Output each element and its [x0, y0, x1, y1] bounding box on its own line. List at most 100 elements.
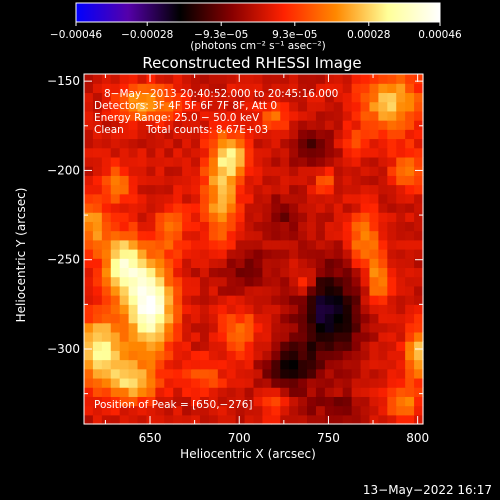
heatmap-cell [226, 350, 237, 361]
heatmap-cell [333, 83, 344, 94]
heatmap-cell [351, 92, 362, 103]
heatmap-cell [137, 74, 148, 84]
heatmap-cell [137, 175, 148, 186]
heatmap-cell [217, 396, 228, 407]
heatmap-cell [235, 138, 246, 149]
heatmap-cell [253, 184, 264, 195]
heatmap-cell [182, 322, 192, 333]
heatmap-cell [146, 230, 156, 241]
heatmap-cell [146, 83, 156, 94]
heatmap-cell [191, 156, 201, 167]
heatmap-cell [253, 156, 264, 167]
heatmap-cell [164, 101, 174, 112]
heatmap-cell [155, 166, 165, 176]
heatmap-cell [146, 258, 156, 269]
heatmap-cell [289, 166, 299, 176]
heatmap-cell [360, 202, 371, 213]
heatmap-cell [182, 368, 192, 379]
heatmap-cell [128, 74, 139, 84]
heatmap-cell [128, 359, 139, 370]
heatmap-cell [155, 396, 165, 407]
heatmap-cell [164, 129, 174, 140]
heatmap-cell [307, 92, 317, 103]
heatmap-cell [244, 341, 255, 351]
heatmap-cell [378, 322, 388, 333]
heatmap-cell [217, 175, 228, 186]
heatmap-cell [262, 341, 272, 351]
heatmap-cell [414, 359, 424, 370]
heatmap-cell [173, 138, 183, 149]
heatmap-cell [262, 74, 272, 84]
heatmap-cell [289, 184, 299, 195]
heatmap-cell [298, 276, 308, 287]
heatmap-cell [378, 249, 388, 259]
heatmap-cell [128, 322, 139, 333]
heatmap-cell [217, 193, 228, 204]
heatmap-cell [387, 304, 397, 315]
heatmap-cell [315, 147, 326, 158]
heatmap-cell [315, 101, 326, 112]
heatmap-cell [280, 202, 290, 213]
heatmap-cell [378, 156, 388, 167]
heatmap-cell [342, 295, 353, 305]
heatmap-cell [271, 396, 281, 407]
heatmap-cell [342, 341, 353, 351]
heatmap-cell [351, 147, 362, 158]
heatmap-cell [351, 387, 362, 397]
heatmap-cell [84, 202, 94, 213]
heatmap-cell [289, 202, 299, 213]
heatmap-cell [173, 120, 183, 130]
heatmap-cell [262, 331, 272, 342]
heatmap-cell [84, 396, 94, 407]
heatmap-cell [128, 368, 139, 379]
heatmap-cell [271, 276, 281, 287]
heatmap-cell [405, 193, 415, 204]
heatmap-cell [119, 322, 130, 333]
heatmap-cell [92, 212, 103, 222]
heatmap-cell [101, 304, 112, 315]
heatmap-cell [137, 212, 148, 222]
heatmap-cell [333, 304, 344, 315]
heatmap-cell [119, 147, 130, 158]
heatmap-cell [271, 184, 281, 195]
heatmap-cell [110, 276, 121, 287]
heatmap-cell [164, 331, 174, 342]
heatmap-cell [324, 175, 335, 186]
heatmap-cell [315, 239, 326, 250]
heatmap-cell [217, 405, 228, 416]
heatmap-cell [414, 331, 424, 342]
heatmap-cell [351, 166, 362, 176]
heatmap-cell [342, 396, 353, 407]
heatmap-cell [289, 258, 299, 269]
heatmap-cell [164, 350, 174, 361]
heatmap-cell [164, 267, 174, 278]
heatmap-cell [369, 212, 379, 222]
heatmap-cell [191, 239, 201, 250]
x-tick-label: 700 [228, 431, 251, 445]
heatmap-cell [369, 368, 379, 379]
heatmap-cell [298, 184, 308, 195]
heatmap-cell [369, 147, 379, 158]
heatmap-cell [110, 212, 121, 222]
heatmap-cell [289, 359, 299, 370]
heatmap-cell [333, 405, 344, 416]
heatmap-cell [324, 239, 335, 250]
heatmap-cell [146, 239, 156, 250]
heatmap-cell [315, 249, 326, 259]
heatmap-cell [262, 239, 272, 250]
heatmap-cell [92, 387, 103, 397]
heatmap-cell [280, 230, 290, 241]
heatmap-cell [360, 120, 371, 130]
heatmap-cell [191, 258, 201, 269]
heatmap-cell [262, 101, 272, 112]
heatmap-cell [262, 368, 272, 379]
heatmap-cell [119, 304, 130, 315]
heatmap-cell [298, 405, 308, 416]
heatmap-cell [333, 239, 344, 250]
heatmap-cell [226, 239, 237, 250]
heatmap-cell [208, 396, 219, 407]
heatmap-cell [396, 221, 406, 232]
heatmap-cell [217, 295, 228, 305]
heatmap-cell [396, 147, 406, 158]
heatmap-cell [280, 212, 290, 222]
